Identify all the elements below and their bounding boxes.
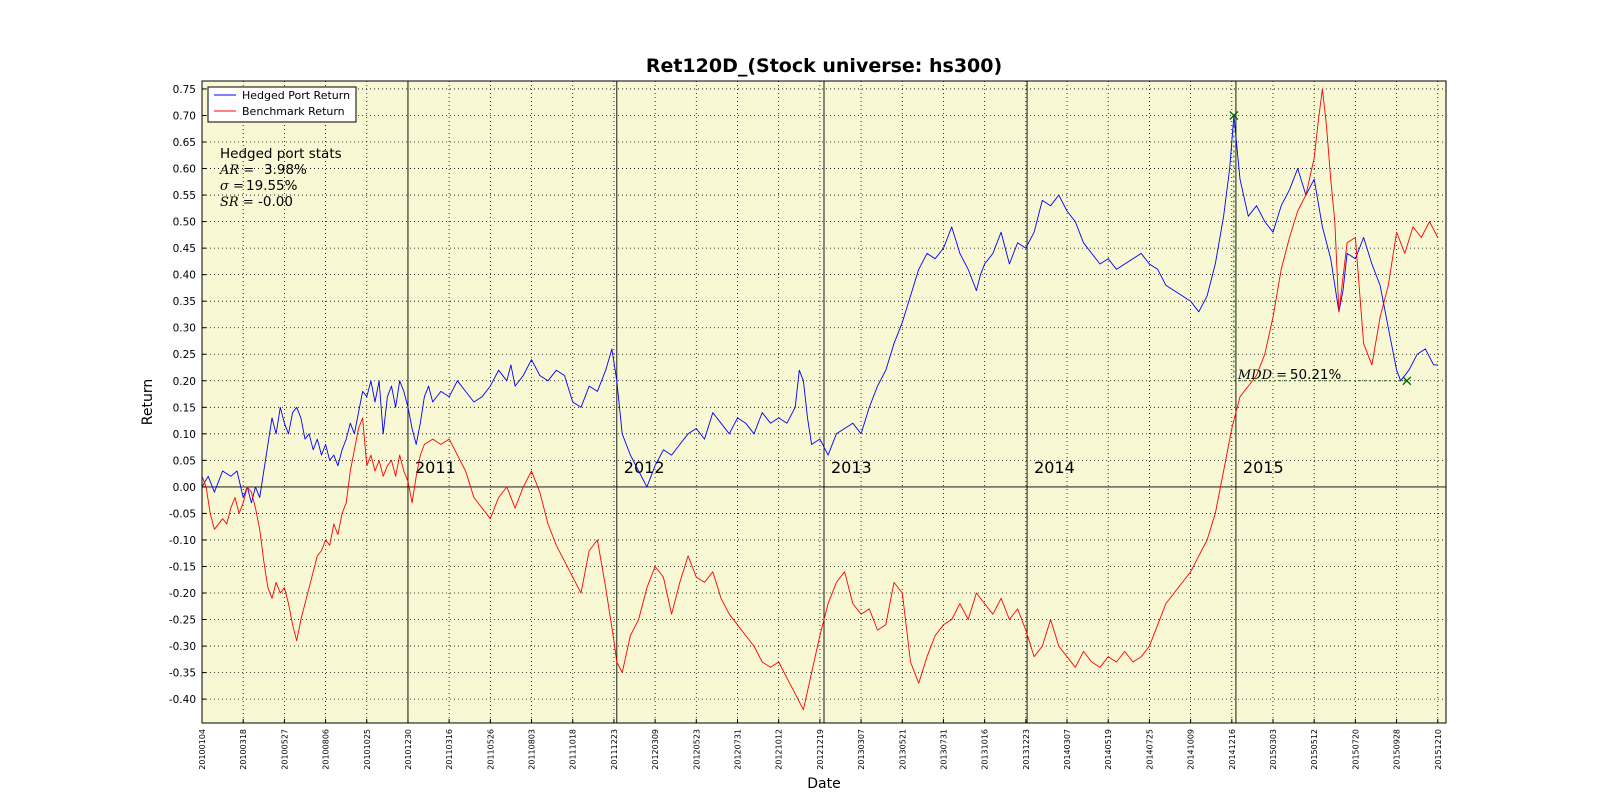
x-tick-label: 20120731 bbox=[733, 729, 742, 770]
x-tick-label: 20101230 bbox=[404, 729, 413, 770]
y-tick-label: -0.25 bbox=[169, 615, 196, 627]
x-tick-label: 20130307 bbox=[857, 729, 866, 770]
y-tick-label: 0.75 bbox=[173, 84, 196, 96]
x-tick-label: 20130521 bbox=[898, 729, 907, 770]
x-tick-label: 20100806 bbox=[322, 729, 331, 770]
year-label: 2011 bbox=[415, 458, 456, 477]
x-tick-label: 20111223 bbox=[610, 729, 619, 770]
mdd-label: MDD = bbox=[1237, 368, 1287, 383]
y-tick-label: 0.60 bbox=[173, 164, 196, 176]
y-tick-label: -0.30 bbox=[169, 641, 196, 653]
y-tick-label: 0.70 bbox=[173, 110, 196, 122]
y-tick-label: 0.10 bbox=[173, 429, 196, 441]
x-tick-label: 20131223 bbox=[1022, 729, 1031, 770]
y-tick-label: 0.45 bbox=[173, 243, 196, 255]
y-tick-label: 0.20 bbox=[173, 376, 196, 388]
y-tick-label: -0.05 bbox=[169, 508, 196, 520]
x-tick-label: 20141216 bbox=[1228, 729, 1237, 770]
x-tick-label: 20101025 bbox=[363, 729, 372, 770]
x-tick-label: 20140725 bbox=[1145, 729, 1154, 770]
y-tick-label: 0.35 bbox=[173, 296, 196, 308]
y-tick-label: 0.65 bbox=[173, 137, 196, 149]
x-tick-label: 20120523 bbox=[692, 729, 701, 770]
series-line-benchmark bbox=[201, 88, 1439, 711]
legend: Hedged Port Return Benchmark Return bbox=[207, 86, 357, 123]
chart-title: Ret120D_(Stock universe: hs300) bbox=[646, 55, 1002, 77]
stats-ar-value: 3.98% bbox=[264, 162, 307, 178]
y-tick-label: -0.15 bbox=[169, 561, 196, 573]
y-tick-label: -0.40 bbox=[169, 694, 196, 706]
x-tick-label: 20150512 bbox=[1310, 729, 1319, 770]
mdd-trough-marker bbox=[1402, 376, 1412, 386]
x-tick-label: 20130731 bbox=[939, 729, 948, 770]
y-tick-label: -0.20 bbox=[169, 588, 196, 600]
stats-ar-label: AR = bbox=[219, 163, 254, 178]
stats-heading: Hedged port stats bbox=[220, 146, 342, 162]
stats-sr-label: SR = bbox=[220, 195, 254, 210]
x-tick-label: 20131016 bbox=[981, 729, 990, 770]
mdd-annotation bbox=[1229, 111, 1412, 386]
y-tick-label: 0.05 bbox=[173, 455, 196, 467]
x-tick-label: 20150303 bbox=[1269, 729, 1278, 770]
x-tick-label: 20110526 bbox=[486, 729, 495, 770]
y-axis-ticks: 0.75 0.70 0.65 0.60 0.55 0.50 0.45 0.40 0.35 0.30… bbox=[169, 84, 206, 706]
legend-box bbox=[207, 86, 357, 123]
year-label: 2012 bbox=[624, 458, 665, 477]
plot-frame bbox=[201, 80, 1447, 724]
x-tick-label: 20110316 bbox=[445, 729, 454, 770]
year-label: 2013 bbox=[831, 458, 872, 477]
x-tick-label: 20120309 bbox=[651, 729, 660, 770]
x-tick-label: 20150720 bbox=[1351, 729, 1360, 770]
y-tick-label: 0.40 bbox=[173, 270, 196, 282]
series-line-hedged bbox=[201, 115, 1438, 504]
y-tick-label: 0.25 bbox=[173, 349, 196, 361]
year-boundaries: 2011 2012 2013 2014 2015 bbox=[407, 81, 1284, 723]
y-tick-label: -0.10 bbox=[169, 535, 196, 547]
x-tick-label: 20121219 bbox=[816, 729, 825, 770]
x-tick-label: 20121012 bbox=[775, 729, 784, 770]
mdd-peak-marker bbox=[1229, 111, 1239, 120]
x-tick-label: 20110803 bbox=[528, 729, 537, 770]
mdd-value: 50.21% bbox=[1290, 367, 1342, 383]
y-tick-label: 0.55 bbox=[173, 190, 196, 202]
y-axis-label: Return bbox=[140, 379, 156, 425]
stats-sr-value: -0.00 bbox=[258, 194, 293, 210]
y-tick-label: 0.30 bbox=[173, 323, 196, 335]
y-tick-label: 0.50 bbox=[173, 217, 196, 229]
year-label: 2014 bbox=[1034, 458, 1075, 477]
x-tick-label: 20140307 bbox=[1063, 729, 1072, 770]
x-tick-label: 20100318 bbox=[239, 729, 248, 770]
legend-label-benchmark: Benchmark Return bbox=[242, 105, 345, 118]
x-tick-label: 20151210 bbox=[1434, 729, 1443, 770]
x-axis-label: Date bbox=[807, 776, 840, 792]
stats-sigma-label: σ = bbox=[220, 179, 244, 194]
x-tick-label: 20141009 bbox=[1187, 729, 1196, 770]
x-axis-ticks: 20100104 20100318 20100527 20100806 20101025… bbox=[198, 719, 1443, 770]
x-tick-label: 20111018 bbox=[569, 729, 578, 770]
stats-box: Hedged port stats AR = 3.98% σ = 19.55% … bbox=[219, 146, 342, 210]
x-tick-label: 20100527 bbox=[280, 729, 289, 770]
x-tick-label: 20100104 bbox=[198, 729, 207, 770]
y-tick-label: -0.35 bbox=[169, 668, 196, 680]
series-lines bbox=[201, 88, 1439, 711]
x-tick-label: 20140519 bbox=[1104, 729, 1113, 770]
stats-sigma-value: 19.55% bbox=[246, 178, 298, 194]
x-tick-label: 20150928 bbox=[1393, 729, 1402, 770]
legend-label-hedged: Hedged Port Return bbox=[242, 89, 350, 102]
y-tick-label: 0.00 bbox=[173, 482, 196, 494]
y-tick-label: 0.15 bbox=[173, 402, 196, 414]
year-label: 2015 bbox=[1243, 458, 1284, 477]
